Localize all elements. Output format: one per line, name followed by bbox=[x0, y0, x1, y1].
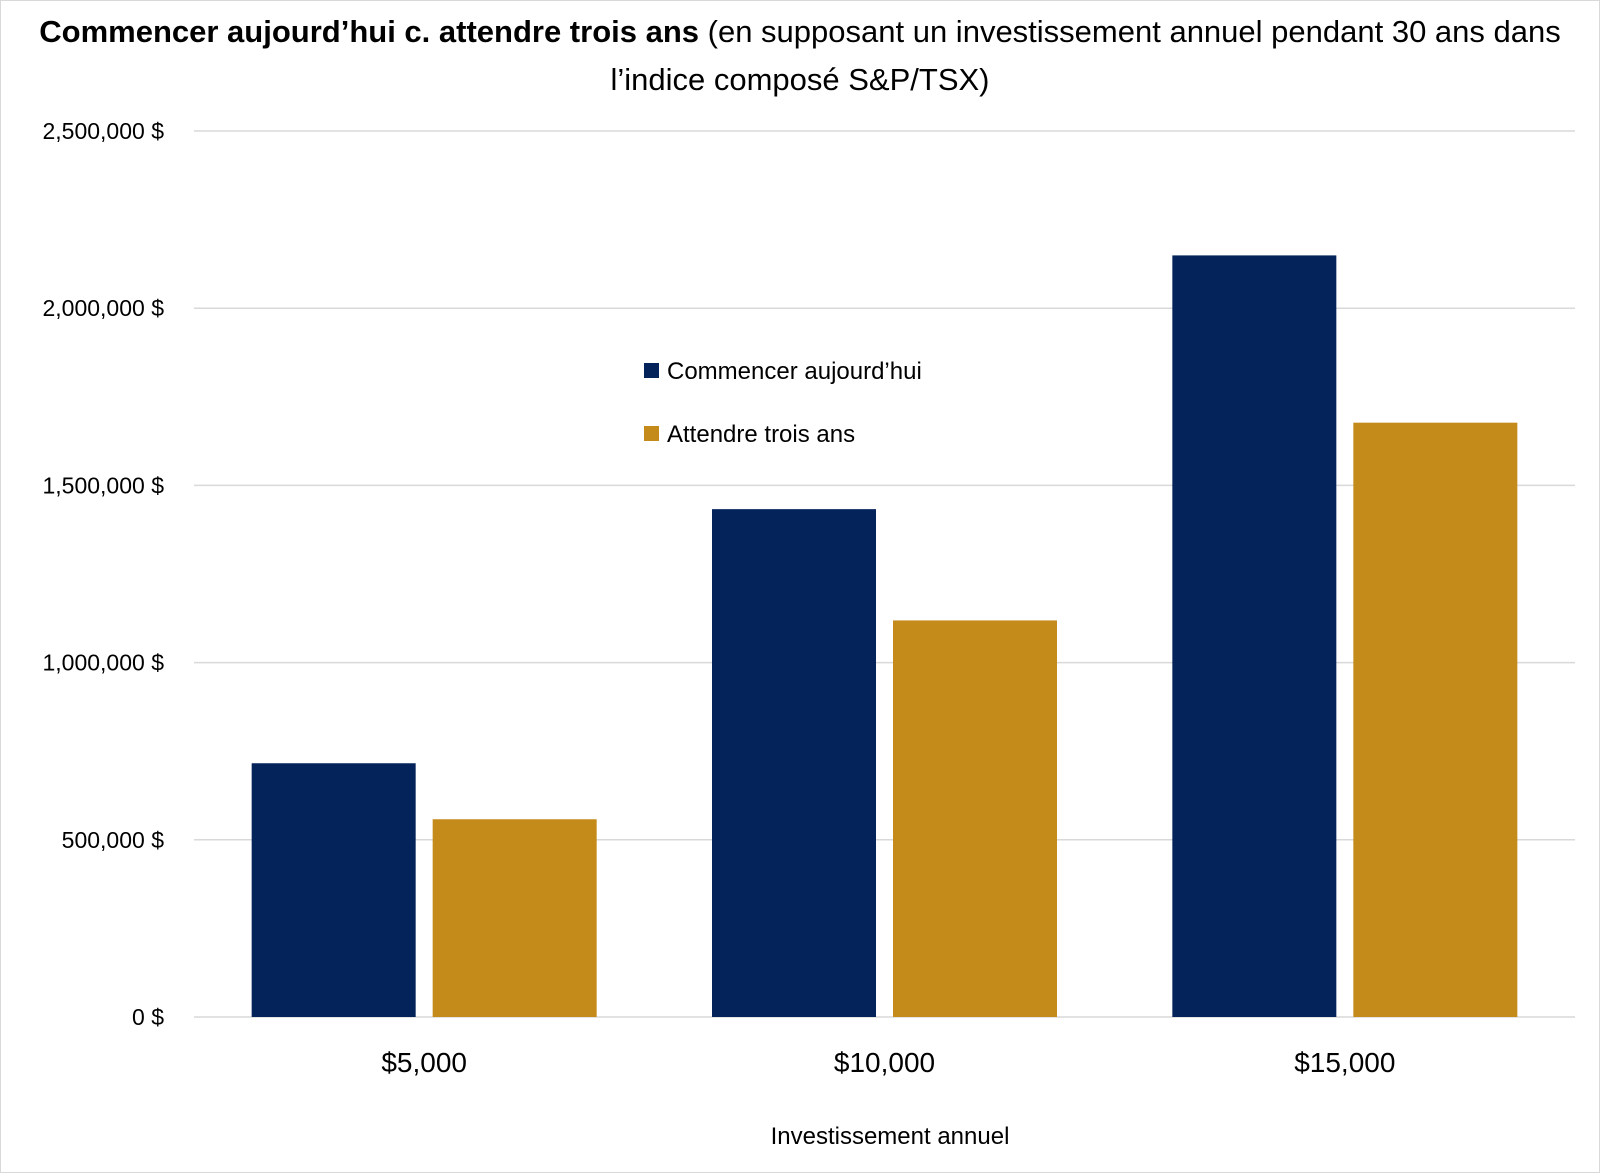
y-tick-label: 2,000,000 $ bbox=[42, 295, 164, 321]
bar-start-today bbox=[1172, 255, 1337, 1017]
y-tick-label: 1,000,000 $ bbox=[42, 650, 164, 676]
bar-wait-three-years bbox=[1353, 422, 1518, 1017]
y-tick-label: 2,500,000 $ bbox=[42, 118, 164, 144]
bar-start-today bbox=[712, 509, 876, 1017]
y-tick-label: 0 $ bbox=[132, 1004, 164, 1030]
chart-title-bold: Commencer aujourd’hui c. attendre trois … bbox=[39, 14, 700, 49]
x-axis-label: Investissement annuel bbox=[771, 1123, 1010, 1150]
legend-swatch bbox=[644, 426, 659, 441]
x-tick-label: $10,000 bbox=[834, 1047, 935, 1078]
y-tick-label: 500,000 $ bbox=[62, 827, 165, 853]
x-tick-label: $15,000 bbox=[1294, 1047, 1395, 1078]
chart-title: Commencer aujourd’hui c. attendre trois … bbox=[0, 8, 1600, 104]
chart-title-rest: (en supposant un investissement annuel p… bbox=[610, 14, 1561, 97]
legend-label: Attendre trois ans bbox=[667, 421, 855, 448]
bar-wait-three-years bbox=[893, 620, 1057, 1017]
bar-start-today bbox=[251, 763, 416, 1017]
x-tick-label: $5,000 bbox=[381, 1047, 467, 1078]
bar-wait-three-years bbox=[432, 819, 597, 1017]
y-tick-label: 1,500,000 $ bbox=[42, 472, 164, 498]
legend-swatch bbox=[644, 363, 659, 378]
legend-label: Commencer aujourd’hui bbox=[667, 358, 922, 385]
